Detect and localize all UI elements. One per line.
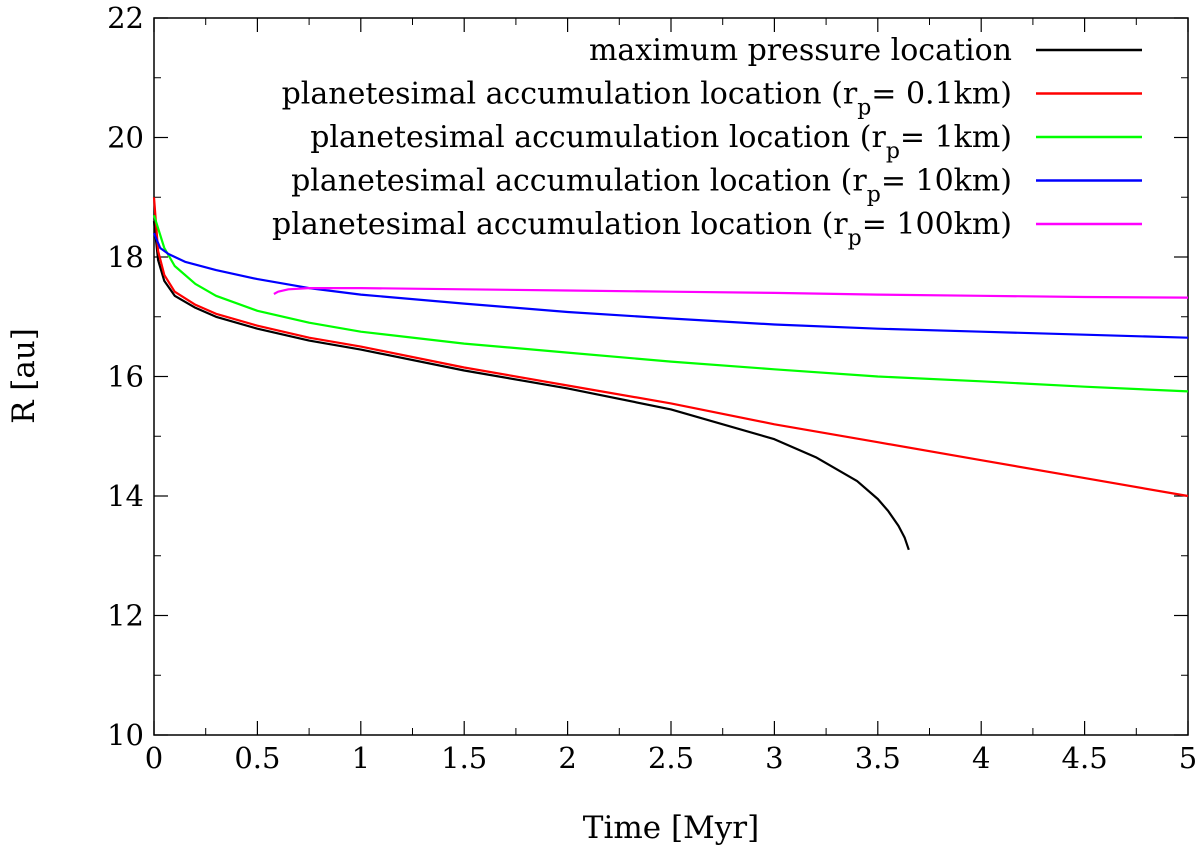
legend-label-1: planetesimal accumulation location (rp= …: [282, 77, 1012, 121]
x-tick-label: 2: [558, 741, 576, 775]
series-line-1: [152, 197, 1189, 498]
x-tick-label: 2.5: [648, 741, 694, 775]
legend: maximum pressure location planetesimal ac…: [272, 33, 1142, 251]
x-tick-label: 1.5: [441, 741, 487, 775]
series-line-4: [273, 287, 1189, 299]
x-tick-label: 3.5: [855, 741, 901, 775]
y-tick-label: 18: [107, 240, 144, 274]
x-tick-label: 0: [145, 741, 163, 775]
series-lines: [152, 197, 1189, 551]
legend-label-0: maximum pressure location: [589, 33, 1012, 68]
legend-label-4: planetesimal accumulation location (rp= …: [272, 207, 1012, 251]
y-tick-label: 16: [107, 360, 144, 394]
series-line-0: [152, 220, 910, 551]
y-tick-label: 22: [107, 1, 144, 35]
y-tick-label: 12: [107, 599, 144, 633]
x-tick-label: 0.5: [234, 741, 280, 775]
x-axis-label: Time [Myr]: [583, 810, 759, 846]
y-tick-label: 14: [107, 479, 144, 513]
series-line-3: [152, 232, 1189, 339]
ticks: 0 0.5 1 1.5 2 2.5 3 3.5 4 4.5 5 10 12 14 16 18 20 22: [107, 1, 1197, 775]
x-tick-label: 5: [1179, 741, 1197, 775]
x-tick-label: 3: [765, 741, 783, 775]
legend-label-3: planetesimal accumulation location (rp= …: [291, 164, 1012, 208]
x-tick-label: 4.5: [1062, 741, 1108, 775]
y-tick-label: 20: [107, 121, 144, 155]
legend-label-2: planetesimal accumulation location (rp= …: [310, 120, 1012, 164]
y-tick-label: 10: [107, 718, 144, 752]
x-tick-label: 1: [352, 741, 370, 775]
x-tick-label: 4: [972, 741, 990, 775]
series-line-2: [152, 214, 1189, 393]
y-axis-label: R [au]: [6, 328, 42, 424]
